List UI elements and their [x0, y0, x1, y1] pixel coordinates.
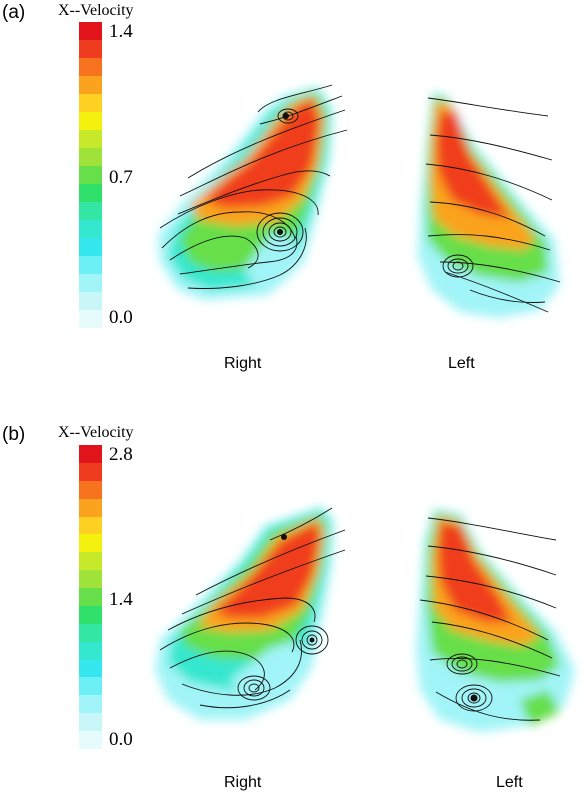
- colorbar-band: [79, 677, 102, 696]
- colorbar: [79, 22, 102, 328]
- panel-b: (b) X--Velocity 2.8 1.4 0.0: [0, 400, 583, 795]
- colorbar-band: [79, 220, 102, 238]
- colorbar-band: [79, 695, 102, 714]
- velocity-contour-plots: [155, 506, 575, 732]
- colorbar-band: [79, 516, 102, 535]
- colorbar-band: [79, 184, 102, 202]
- colorbar-band: [79, 445, 102, 463]
- left-streamlines: [425, 97, 561, 313]
- colorbar-min-label: 0.0: [109, 729, 133, 750]
- right-domain-contour: [155, 506, 334, 720]
- colorbar-band: [79, 498, 102, 517]
- vortex-core-marker: [309, 637, 315, 643]
- colorbar-min-label: 0.0: [109, 307, 133, 328]
- left-label: Left: [496, 774, 523, 791]
- colorbar-band: [79, 94, 102, 112]
- colorbar-band: [79, 76, 102, 94]
- colorbar-band: [79, 256, 102, 274]
- colorbar-band: [79, 130, 102, 148]
- colorbar-title: X--Velocity: [58, 424, 134, 441]
- colorbar-band: [79, 480, 102, 499]
- colorbar-band: [79, 659, 102, 678]
- colorbar-band: [79, 462, 102, 481]
- left-vortex-spiral: [446, 653, 493, 712]
- colorbar-band: [79, 605, 102, 624]
- panel-label: (b): [2, 424, 26, 445]
- right-domain-contour: [158, 86, 333, 300]
- right-label: Right: [224, 355, 262, 372]
- colorbar: [79, 445, 102, 749]
- right-streamlines: [159, 507, 346, 709]
- panel-a: (a) X--Velocity 1.4 0.7 0.0: [0, 0, 583, 395]
- velocity-contour-plots: [158, 84, 561, 318]
- colorbar-band: [79, 292, 102, 310]
- colorbar-band: [79, 623, 102, 642]
- colorbar-title: X--Velocity: [58, 2, 134, 19]
- colorbar-band: [79, 570, 102, 588]
- colorbar-band: [79, 641, 102, 660]
- colorbar-band: [79, 22, 102, 40]
- right-vortex-spiral: [256, 108, 304, 252]
- colorbar-band: [79, 148, 102, 166]
- right-streamlines: [159, 84, 348, 289]
- left-label: Left: [448, 355, 475, 372]
- colorbar-band: [79, 40, 102, 58]
- colorbar-mid-label: 1.4: [109, 589, 133, 610]
- vortex-core-marker: [281, 534, 287, 540]
- colorbar-band: [79, 534, 102, 553]
- vortex-core-marker: [277, 229, 283, 235]
- colorbar-band: [79, 731, 102, 749]
- colorbar-band: [79, 552, 102, 571]
- colorbar-band: [79, 588, 102, 606]
- right-vortex-spiral: [237, 625, 329, 701]
- vortex-core-marker: [470, 694, 478, 702]
- colorbar-mid-label: 0.7: [109, 167, 133, 188]
- left-vortex-spiral: [442, 254, 474, 278]
- colorbar-band: [79, 166, 102, 184]
- panel-label: (a): [2, 2, 26, 23]
- left-streamlines: [419, 517, 561, 721]
- vortex-core-marker: [283, 113, 289, 119]
- left-domain-contour: [418, 92, 560, 318]
- colorbar-band: [79, 238, 102, 256]
- colorbar-band: [79, 58, 102, 76]
- colorbar-max-label: 1.4: [109, 21, 133, 42]
- left-domain-contour: [416, 508, 575, 732]
- colorbar-band: [79, 202, 102, 220]
- colorbar-band: [79, 112, 102, 130]
- right-label: Right: [224, 774, 262, 791]
- colorbar-band: [79, 713, 102, 731]
- colorbar-band: [79, 274, 102, 292]
- colorbar-band: [79, 310, 102, 328]
- colorbar-max-label: 2.8: [109, 444, 133, 465]
